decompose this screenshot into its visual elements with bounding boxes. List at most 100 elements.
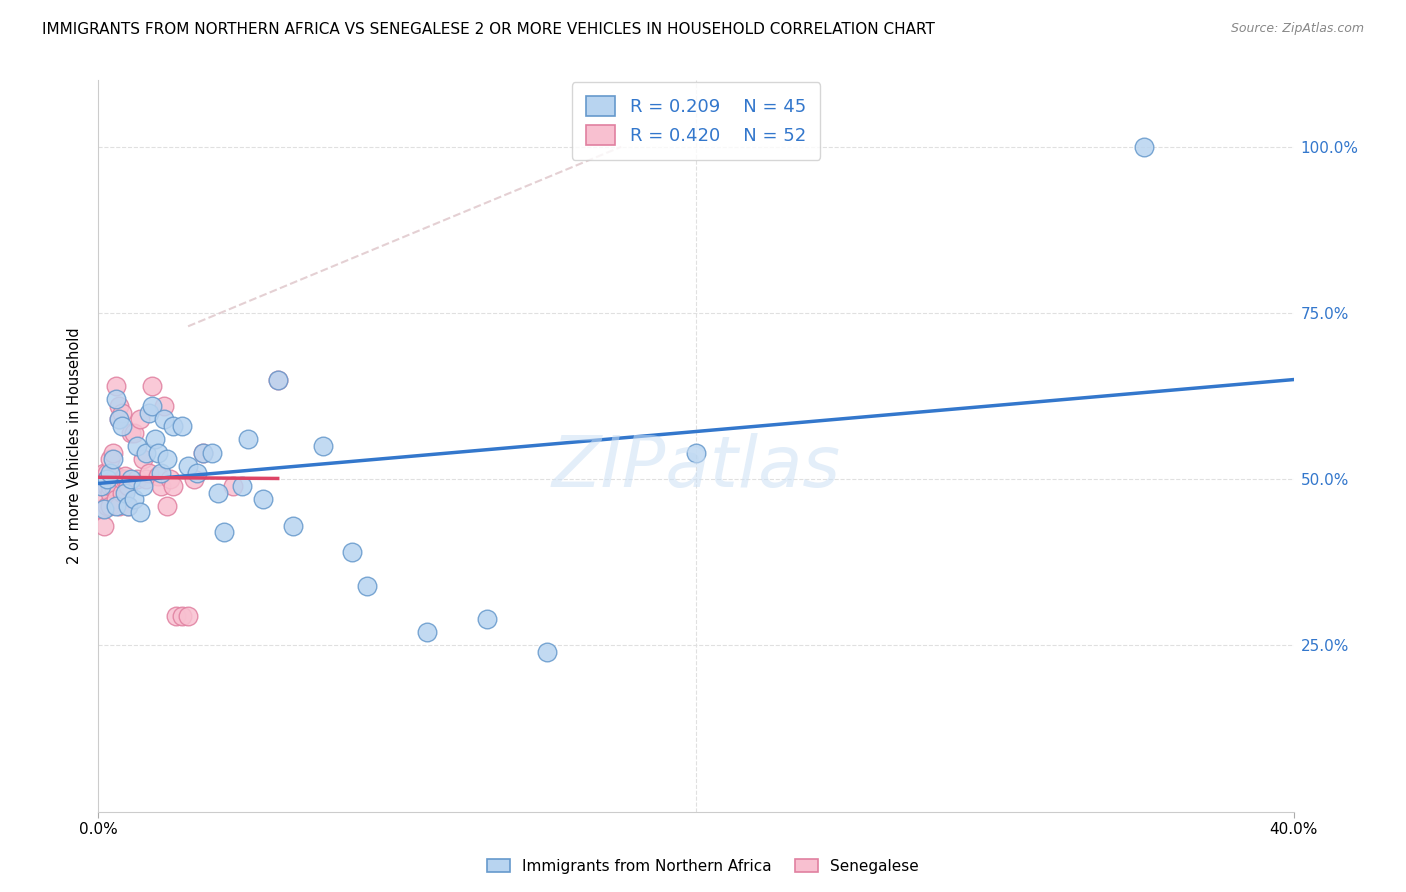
Point <box>172 608 194 623</box>
Point <box>356 579 378 593</box>
Point <box>150 466 173 480</box>
Point <box>105 379 128 393</box>
Point <box>117 499 139 513</box>
Point <box>267 372 290 386</box>
Point <box>98 479 122 493</box>
Legend: R = 0.209    N = 45, R = 0.420    N = 52: R = 0.209 N = 45, R = 0.420 N = 52 <box>572 82 820 160</box>
Point <box>105 499 128 513</box>
Point <box>156 499 179 513</box>
Point <box>103 479 125 493</box>
Point <box>212 525 235 540</box>
Point <box>96 466 118 480</box>
Point <box>162 479 184 493</box>
Point <box>98 452 122 467</box>
Point <box>103 445 125 459</box>
Point <box>281 518 304 533</box>
Point <box>90 502 112 516</box>
Point <box>156 452 179 467</box>
Point <box>342 545 364 559</box>
Point <box>96 479 118 493</box>
Point <box>93 502 115 516</box>
Point <box>96 499 118 513</box>
Point <box>108 499 131 513</box>
Point <box>267 372 290 386</box>
Point <box>111 485 134 500</box>
Point <box>105 392 128 407</box>
Point <box>231 479 253 493</box>
Point <box>90 479 112 493</box>
Point <box>98 466 122 480</box>
Point <box>132 479 155 493</box>
Point <box>111 406 134 420</box>
Point <box>129 506 152 520</box>
Point <box>159 472 181 486</box>
Point <box>90 479 112 493</box>
Point <box>98 485 122 500</box>
Point <box>186 466 208 480</box>
Point <box>416 625 439 640</box>
Text: IMMIGRANTS FROM NORTHERN AFRICA VS SENEGALESE 2 OR MORE VEHICLES IN HOUSEHOLD CO: IMMIGRANTS FROM NORTHERN AFRICA VS SENEG… <box>42 22 935 37</box>
Point <box>138 466 160 480</box>
Point <box>138 406 160 420</box>
Point <box>153 412 176 426</box>
Point <box>183 472 205 486</box>
Point <box>685 445 707 459</box>
Point <box>148 469 170 483</box>
Y-axis label: 2 or more Vehicles in Household: 2 or more Vehicles in Household <box>67 327 83 565</box>
Point <box>127 472 149 486</box>
Point <box>222 479 245 493</box>
Point <box>111 472 134 486</box>
Point <box>236 433 259 447</box>
Point <box>120 472 142 486</box>
Point <box>96 472 118 486</box>
Point <box>90 472 112 486</box>
Point <box>143 433 166 447</box>
Point <box>129 412 152 426</box>
Point <box>114 472 136 486</box>
Point <box>177 608 200 623</box>
Point <box>148 445 170 459</box>
Point <box>93 466 115 480</box>
Point <box>105 469 128 483</box>
Point <box>120 425 142 440</box>
Point <box>93 479 115 493</box>
Point <box>135 445 157 459</box>
Point <box>252 492 274 507</box>
Point <box>108 412 131 426</box>
Point <box>108 399 131 413</box>
Point <box>96 472 118 486</box>
Point <box>103 472 125 486</box>
Point <box>1133 140 1156 154</box>
Point <box>165 608 187 623</box>
Point <box>124 492 146 507</box>
Point <box>132 452 155 467</box>
Point <box>207 485 229 500</box>
Point <box>191 445 214 459</box>
Point <box>177 458 200 473</box>
Point <box>103 452 125 467</box>
Legend: Immigrants from Northern Africa, Senegalese: Immigrants from Northern Africa, Senegal… <box>481 853 925 880</box>
Point <box>191 445 214 459</box>
Text: Source: ZipAtlas.com: Source: ZipAtlas.com <box>1230 22 1364 36</box>
Point <box>98 499 122 513</box>
Point <box>172 419 194 434</box>
Point <box>127 439 149 453</box>
Point <box>93 492 115 507</box>
Point <box>117 479 139 493</box>
Point <box>311 439 333 453</box>
Point <box>114 485 136 500</box>
Point <box>124 425 146 440</box>
Point <box>117 499 139 513</box>
Point <box>162 419 184 434</box>
Point <box>153 399 176 413</box>
Point <box>111 419 134 434</box>
Point <box>536 645 558 659</box>
Point <box>105 492 128 507</box>
Point <box>114 469 136 483</box>
Point <box>201 445 224 459</box>
Point <box>150 479 173 493</box>
Point <box>93 518 115 533</box>
Point <box>141 379 163 393</box>
Text: ZIPatlas: ZIPatlas <box>551 434 841 502</box>
Point <box>135 472 157 486</box>
